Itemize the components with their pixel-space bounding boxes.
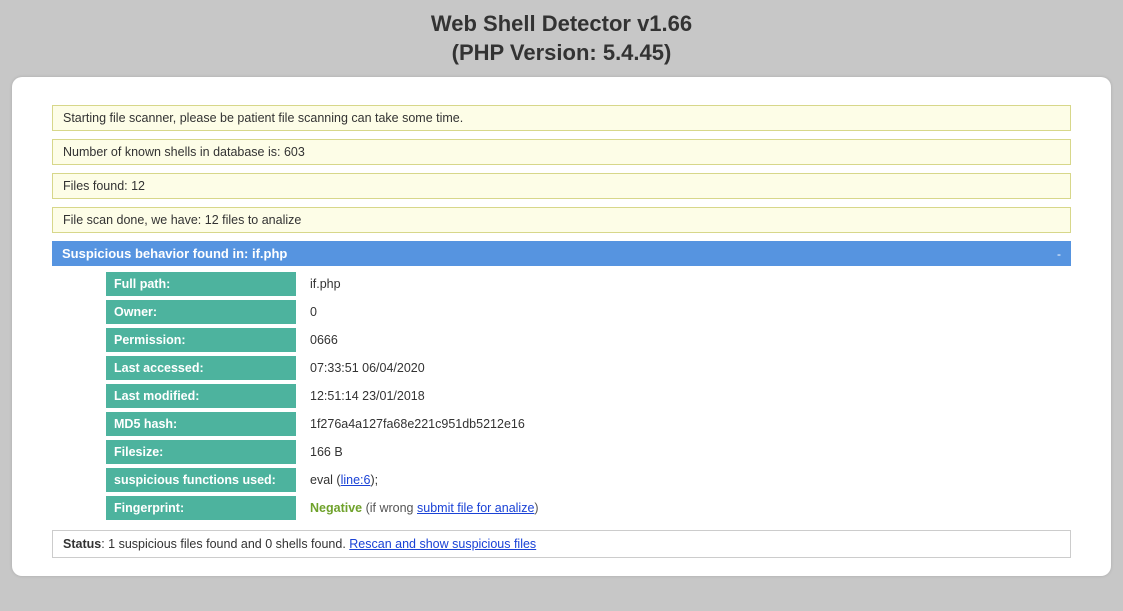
row-permission: Permission: 0666 — [106, 328, 1071, 352]
label-owner: Owner: — [106, 300, 296, 324]
page-title-line2: (PHP Version: 5.4.45) — [0, 39, 1123, 68]
value-owner: 0 — [296, 300, 331, 324]
label-full-path: Full path: — [106, 272, 296, 296]
suspicious-header-text: Suspicious behavior found in: if.php — [62, 246, 287, 261]
label-filesize: Filesize: — [106, 440, 296, 464]
value-fingerprint: Negative (if wrong submit file for anali… — [296, 496, 553, 520]
row-full-path: Full path: if.php — [106, 272, 1071, 296]
value-functions: eval (line:6); — [296, 468, 392, 492]
functions-prefix: eval ( — [310, 473, 341, 487]
label-last-accessed: Last accessed: — [106, 356, 296, 380]
row-md5: MD5 hash: 1f276a4a127fa68e221c951db5212e… — [106, 412, 1071, 436]
rescan-link[interactable]: Rescan and show suspicious files — [349, 537, 536, 551]
row-owner: Owner: 0 — [106, 300, 1071, 324]
notice-files-found: Files found: 12 — [52, 173, 1071, 199]
value-filesize: 166 B — [296, 440, 357, 464]
page-header: Web Shell Detector v1.66 (PHP Version: 5… — [0, 0, 1123, 77]
label-last-modified: Last modified: — [106, 384, 296, 408]
label-permission: Permission: — [106, 328, 296, 352]
suspicious-header[interactable]: Suspicious behavior found in: if.php - — [52, 241, 1071, 266]
value-last-accessed: 07:33:51 06/04/2020 — [296, 356, 439, 380]
status-text: : 1 suspicious files found and 0 shells … — [101, 537, 349, 551]
status-box: Status: 1 suspicious files found and 0 s… — [52, 530, 1071, 558]
functions-suffix: ); — [370, 473, 378, 487]
row-last-modified: Last modified: 12:51:14 23/01/2018 — [106, 384, 1071, 408]
row-filesize: Filesize: 166 B — [106, 440, 1071, 464]
row-last-accessed: Last accessed: 07:33:51 06/04/2020 — [106, 356, 1071, 380]
notice-db-count: Number of known shells in database is: 6… — [52, 139, 1071, 165]
row-fingerprint: Fingerprint: Negative (if wrong submit f… — [106, 496, 1071, 520]
value-full-path: if.php — [296, 272, 355, 296]
label-functions: suspicious functions used: — [106, 468, 296, 492]
main-card: Starting file scanner, please be patient… — [12, 77, 1111, 576]
fingerprint-negative: Negative — [310, 501, 362, 515]
row-functions: suspicious functions used: eval (line:6)… — [106, 468, 1071, 492]
notice-scan-done: File scan done, we have: 12 files to ana… — [52, 207, 1071, 233]
fingerprint-mid: (if wrong — [362, 501, 417, 515]
collapse-icon[interactable]: - — [1057, 247, 1061, 261]
notice-scanning: Starting file scanner, please be patient… — [52, 105, 1071, 131]
detail-table: Full path: if.php Owner: 0 Permission: 0… — [106, 272, 1071, 520]
label-md5: MD5 hash: — [106, 412, 296, 436]
page-title-line1: Web Shell Detector v1.66 — [0, 10, 1123, 39]
functions-line-link[interactable]: line:6 — [341, 473, 371, 487]
value-permission: 0666 — [296, 328, 352, 352]
fingerprint-submit-link[interactable]: submit file for analize — [417, 501, 534, 515]
value-last-modified: 12:51:14 23/01/2018 — [296, 384, 439, 408]
fingerprint-suffix: ) — [534, 501, 538, 515]
status-label: Status — [63, 537, 101, 551]
value-md5: 1f276a4a127fa68e221c951db5212e16 — [296, 412, 539, 436]
label-fingerprint: Fingerprint: — [106, 496, 296, 520]
